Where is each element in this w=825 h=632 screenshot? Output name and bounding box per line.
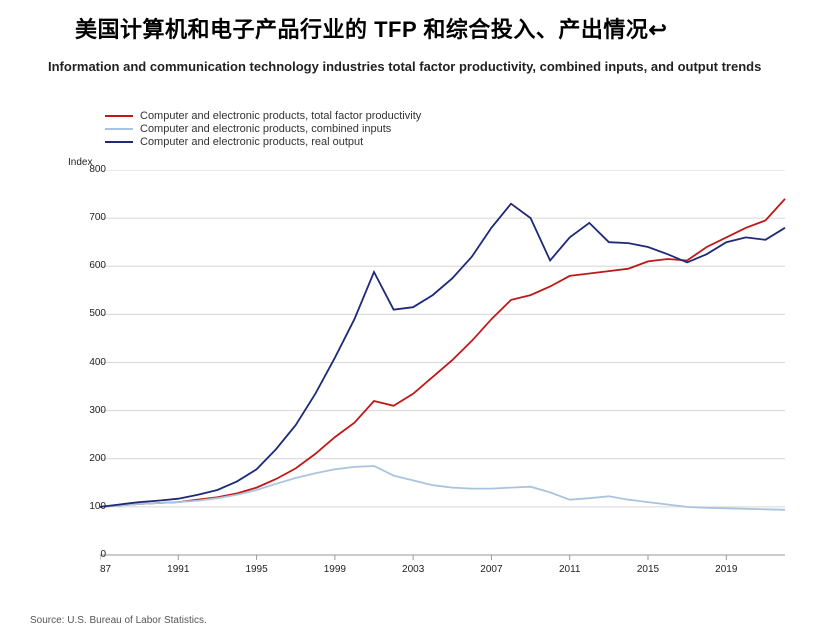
- svg-text:1991: 1991: [167, 564, 190, 575]
- y-tick-label: 100: [66, 501, 106, 512]
- legend-label: Computer and electronic products, combin…: [140, 123, 391, 135]
- legend-swatch: [105, 141, 133, 143]
- svg-text:2015: 2015: [637, 564, 660, 575]
- y-tick-label: 500: [66, 308, 106, 319]
- svg-text:1999: 1999: [324, 564, 347, 575]
- legend-item: Computer and electronic products, combin…: [105, 123, 421, 135]
- legend-item: Computer and electronic products, total …: [105, 110, 421, 122]
- line-chart: 198719911995199920032007201120152019 010…: [100, 170, 795, 580]
- y-tick-label: 0: [66, 549, 106, 560]
- svg-text:2011: 2011: [559, 564, 581, 575]
- legend-swatch: [105, 115, 133, 117]
- page-title: 美国计算机和电子产品行业的 TFP 和综合投入、产出情况↩: [75, 12, 667, 44]
- y-tick-label: 800: [66, 164, 106, 175]
- svg-text:2003: 2003: [402, 564, 425, 575]
- chart-svg: 1987 1991 1995 1999 2003 2007 2011 2015 2019: [100, 170, 795, 580]
- svg-text:2019: 2019: [715, 564, 738, 575]
- legend-label: Computer and electronic products, total …: [140, 110, 421, 122]
- source-attribution: Source: U.S. Bureau of Labor Statistics.: [30, 615, 207, 626]
- svg-text:1987: 1987: [100, 564, 112, 575]
- legend-item: Computer and electronic products, real o…: [105, 136, 421, 148]
- y-tick-label: 300: [66, 405, 106, 416]
- chart-legend: Computer and electronic products, total …: [105, 110, 421, 149]
- chart-subtitle: Information and communication technology…: [48, 58, 795, 76]
- legend-swatch: [105, 128, 133, 130]
- y-tick-label: 200: [66, 453, 106, 464]
- y-tick-label: 700: [66, 212, 106, 223]
- svg-text:1995: 1995: [245, 564, 268, 575]
- y-tick-label: 400: [66, 357, 106, 368]
- y-tick-label: 600: [66, 260, 106, 271]
- legend-label: Computer and electronic products, real o…: [140, 136, 363, 148]
- svg-text:2007: 2007: [480, 564, 503, 575]
